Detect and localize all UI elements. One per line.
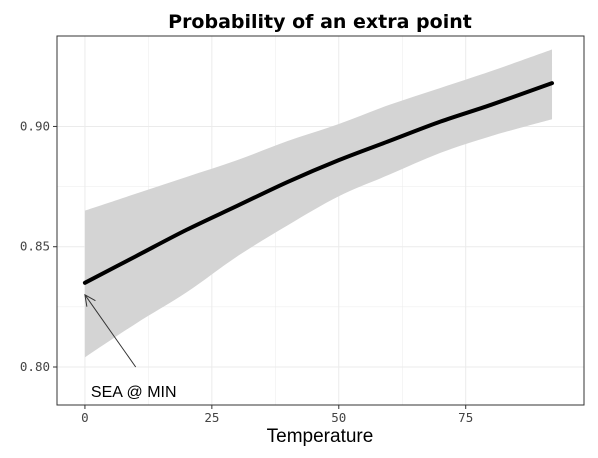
y-tick-label: 0.90 — [20, 118, 50, 133]
chart-title: Probability of an extra point — [168, 11, 472, 33]
annotation-arrow — [84, 294, 137, 368]
series-line-group — [82, 81, 555, 285]
annotation-arrowhead — [84, 293, 96, 307]
x-axis-label: Temperature — [267, 426, 374, 447]
y-tick-label: 0.85 — [20, 239, 50, 254]
confidence-band-group — [84, 49, 553, 358]
x-tick-label: 75 — [458, 410, 473, 425]
annotation-label: SEA @ MIN — [91, 384, 177, 401]
x-tick-label: 25 — [204, 410, 219, 425]
x-axis: 0 25 50 75 — [81, 405, 473, 425]
x-tick-label: 0 — [81, 410, 89, 425]
series-line — [82, 81, 555, 285]
y-tick-label: 0.80 — [20, 359, 50, 374]
confidence-band — [84, 49, 553, 358]
annotation-group: SEA @ MIN — [84, 293, 177, 401]
y-axis: 0.80 0.85 0.90 — [20, 118, 57, 374]
plot-panel-border — [56, 35, 585, 406]
x-tick-label: 50 — [331, 410, 346, 425]
